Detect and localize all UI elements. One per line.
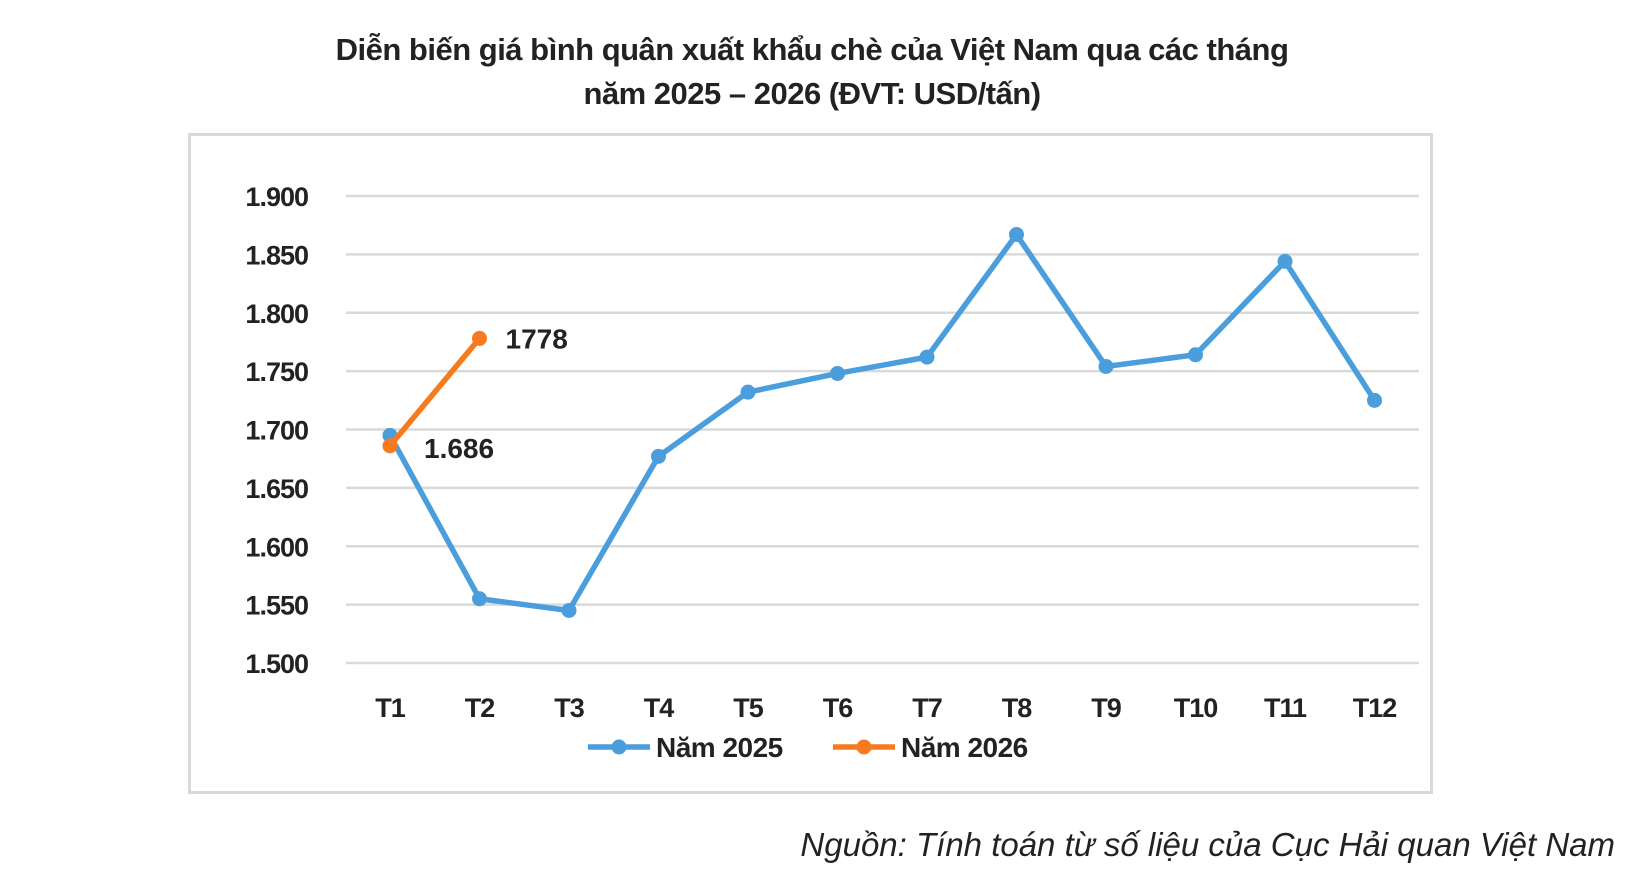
data-point	[651, 448, 666, 464]
x-tick-label: T8	[1002, 693, 1032, 723]
title-line-2: năm 2025 – 2026 (ĐVT: USD/tấn)	[583, 76, 1041, 111]
data-point	[1098, 358, 1114, 374]
data-point	[830, 365, 845, 381]
data-point	[1367, 392, 1382, 408]
data-point	[561, 602, 577, 618]
data-label: 1778	[506, 323, 568, 354]
data-point	[472, 330, 487, 346]
y-tick-label: 1.600	[245, 532, 308, 562]
data-point	[1277, 253, 1293, 269]
data-point	[919, 349, 935, 365]
data-point	[1188, 347, 1203, 363]
y-tick-label: 1.750	[245, 357, 308, 387]
title-line-1: Diễn biến giá bình quân xuất khẩu chè củ…	[335, 32, 1289, 67]
chart-title: Diễn biến giá bình quân xuất khẩu chè củ…	[0, 28, 1624, 116]
x-tick-label: T5	[733, 693, 763, 723]
x-tick-label: T6	[823, 693, 853, 723]
series-line-2025	[387, 231, 1377, 614]
series-line-2026	[387, 336, 482, 448]
y-tick-label: 1.650	[245, 474, 308, 504]
x-tick-label: T3	[554, 693, 584, 723]
legend-marker	[611, 739, 627, 755]
y-tick-label: 1.800	[245, 299, 308, 329]
chart-frame	[188, 133, 1433, 794]
data-point	[1009, 227, 1024, 243]
data-point	[740, 384, 756, 400]
y-tick-label: 1.500	[245, 649, 308, 679]
data-point	[472, 591, 487, 607]
data-point	[382, 438, 398, 454]
y-tick-label: 1.900	[245, 182, 308, 212]
x-tick-label: T1	[375, 693, 405, 723]
legend-label: Năm 2025	[656, 732, 783, 763]
y-tick-label: 1.700	[245, 416, 308, 446]
y-tick-label: 1.850	[245, 240, 308, 270]
x-tick-label: T10	[1174, 693, 1218, 723]
legend-label: Năm 2026	[901, 732, 1028, 763]
data-label: 1.686	[424, 433, 494, 464]
x-tick-label: T9	[1091, 693, 1121, 723]
x-tick-label: T11	[1264, 693, 1307, 723]
source-note: Nguồn: Tính toán từ số liệu của Cục Hải …	[800, 826, 1615, 863]
x-tick-label: T7	[912, 693, 942, 723]
legend-marker	[856, 739, 872, 755]
x-tick-label: T4	[644, 693, 674, 723]
x-tick-label: T12	[1353, 693, 1397, 723]
x-tick-label: T2	[465, 693, 495, 723]
y-tick-label: 1.550	[245, 591, 308, 621]
